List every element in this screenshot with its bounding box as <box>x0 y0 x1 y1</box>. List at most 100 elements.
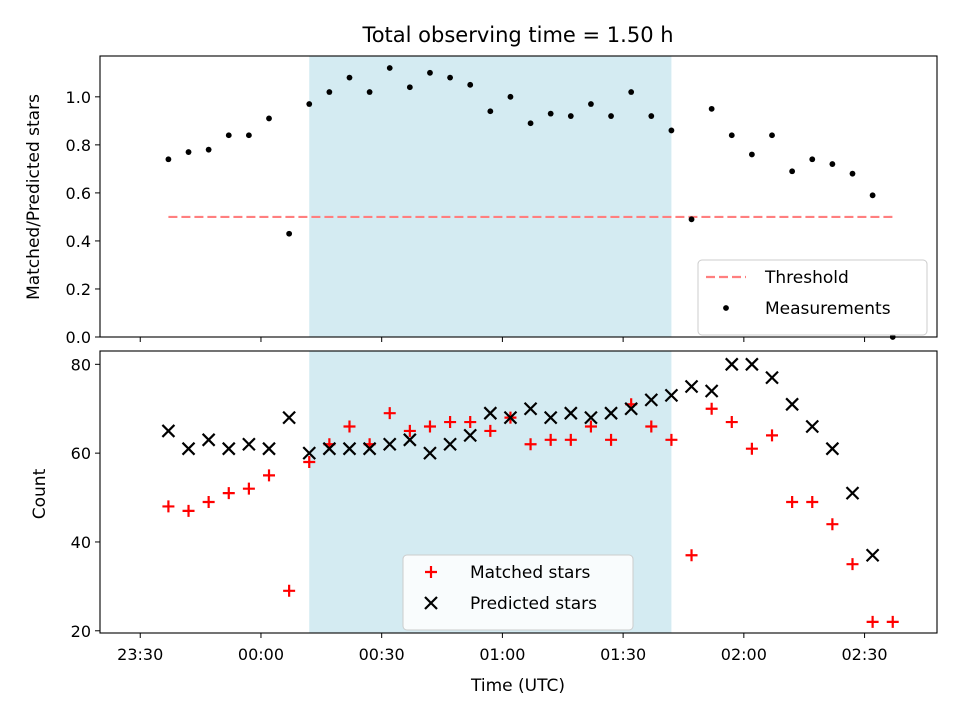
matched-stars-point <box>866 615 879 628</box>
bottom-axes-frame <box>99 350 938 634</box>
matched-stars-point <box>484 424 497 437</box>
measurements-point <box>648 113 655 119</box>
predicted-stars-point <box>584 410 598 425</box>
measurements-point <box>185 149 192 155</box>
matched-stars-point <box>162 500 175 513</box>
x-tick-label: 02:00 <box>721 645 767 664</box>
matched-stars-point <box>524 438 537 451</box>
predicted-stars-point <box>201 433 216 447</box>
predicted-stars-point <box>664 388 679 403</box>
predicted-stars-point <box>724 357 739 372</box>
predicted-stars-point <box>523 401 538 416</box>
matched-stars-point <box>283 584 296 597</box>
predicted-stars-point <box>221 441 236 456</box>
matched-stars-point <box>766 429 779 442</box>
matched-stars-point <box>383 407 396 420</box>
measurements-point <box>829 161 836 167</box>
x-tick-label: 01:00 <box>479 645 525 664</box>
predicted-stars-point <box>161 424 176 438</box>
top-y-tick-label: 0.2 <box>66 280 91 299</box>
measurements-point <box>748 151 755 158</box>
matched-stars-point <box>605 433 618 446</box>
top-axes-frame <box>99 55 938 338</box>
measurements-point <box>306 101 313 107</box>
predicted-stars-point <box>262 441 276 456</box>
predicted-stars-point <box>483 406 498 420</box>
measurements-point <box>728 132 735 139</box>
bottom-legend-label: Predicted stars <box>470 594 597 614</box>
predicted-stars-point <box>624 401 638 416</box>
matched-stars-point <box>745 442 758 455</box>
measurements-point <box>467 81 474 88</box>
x-tick-label: 23:30 <box>117 645 163 664</box>
predicted-stars-point <box>443 437 457 452</box>
measurements-point <box>386 65 393 71</box>
matched-stars-point <box>202 495 215 508</box>
matched-stars-point <box>263 469 276 482</box>
matched-stars-point <box>806 495 819 508</box>
x-axis-label: Time (UTC) <box>470 676 565 696</box>
measurements-point <box>869 192 876 199</box>
measurements-point <box>668 127 675 134</box>
measurements-point <box>245 132 252 139</box>
top-y-tick-label: 0.0 <box>66 328 91 347</box>
bottom-legend: Matched stars Predicted stars <box>402 554 634 631</box>
measurements-point <box>849 170 856 177</box>
predicted-stars-point <box>865 548 880 563</box>
top-legend: Threshold Measurements <box>697 259 928 336</box>
measurements-point <box>789 168 796 175</box>
measurements-point <box>688 216 695 223</box>
matched-stars-point <box>685 549 698 562</box>
predicted-stars-point <box>463 428 477 443</box>
measurements-point <box>567 113 574 119</box>
predicted-stars-point <box>543 410 558 425</box>
measurements-point <box>286 230 293 237</box>
matched-stars-point <box>846 558 859 571</box>
predicted-stars-point <box>684 379 699 394</box>
x-tick-label: 00:00 <box>238 645 284 664</box>
measurements-point <box>708 105 715 112</box>
top-y-axis-label: Matched/Predicted stars <box>24 94 44 300</box>
legend-predicted-swatch <box>424 596 438 610</box>
measurements-point <box>769 132 775 139</box>
predicted-stars-point <box>704 384 719 398</box>
x-tick-label: 00:30 <box>359 645 405 664</box>
predicted-stars-point <box>322 441 337 456</box>
chart-title: Total observing time = 1.50 h <box>361 23 673 47</box>
bottom-y-tick-label: 60 <box>71 444 91 463</box>
measurements-point <box>487 108 494 115</box>
top-legend-label: Measurements <box>765 299 891 319</box>
matched-stars-point <box>464 416 477 429</box>
predicted-stars-point <box>644 393 659 407</box>
measurements-point <box>527 120 534 127</box>
top-y-tick-label: 0.8 <box>66 136 91 155</box>
matched-stars-point <box>343 420 356 433</box>
legend-measurements-swatch <box>723 305 729 311</box>
predicted-stars-point <box>604 406 618 420</box>
predicted-stars-point <box>423 446 437 460</box>
x-tick-label: 02:30 <box>842 645 888 664</box>
legend-matched-swatch <box>425 566 437 578</box>
matched-stars-point <box>182 504 195 517</box>
predicted-stars-point <box>765 370 779 385</box>
matched-stars-point <box>786 495 799 508</box>
predicted-stars-point <box>825 441 840 456</box>
bottom-y-axis-label: Count <box>30 468 50 519</box>
top-y-tick-label: 0.4 <box>66 232 91 251</box>
bottom-legend-label: Matched stars <box>470 563 590 583</box>
measurements-point <box>427 69 433 76</box>
measurements-point <box>326 89 333 95</box>
top-observing-window <box>309 56 672 337</box>
matched-stars-point <box>544 433 557 446</box>
top-plot-area: 0.0 0.2 0.4 0.6 0.8 1.0 Threshold Measurements <box>66 55 938 347</box>
measurements-point <box>547 110 554 117</box>
matched-stars-point <box>725 416 738 429</box>
predicted-stars-point <box>845 486 860 500</box>
predicted-stars-point <box>745 357 759 372</box>
matched-stars-point <box>423 420 436 433</box>
matched-stars-point <box>303 456 316 469</box>
matched-stars-point <box>403 424 416 437</box>
predicted-stars-point <box>362 441 377 456</box>
matched-stars-point <box>564 433 577 446</box>
